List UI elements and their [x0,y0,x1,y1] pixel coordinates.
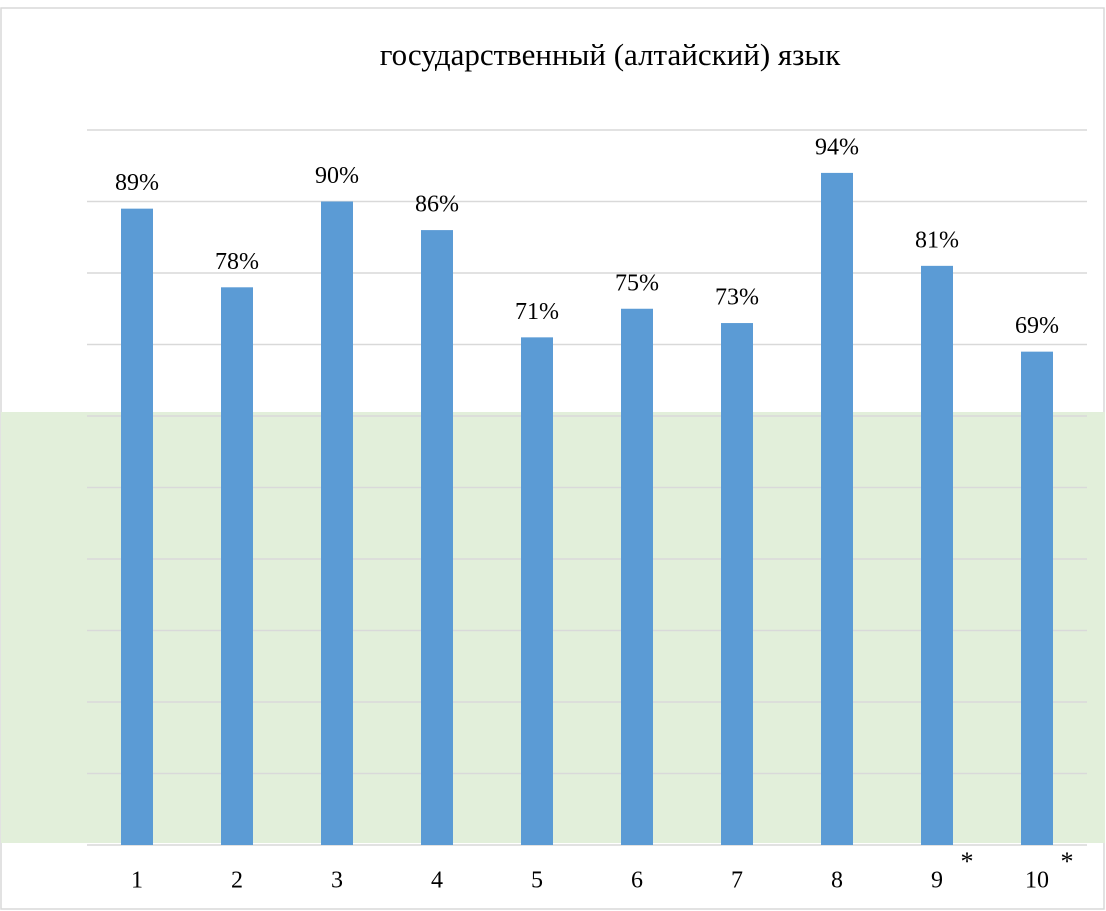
x-tick-label: 4 [431,868,443,894]
data-label: 89% [115,170,159,196]
chart-title: государственный (алтайский) язык [380,37,842,72]
bar [621,308,653,845]
bar [321,201,353,845]
data-label: 75% [615,270,659,296]
data-label: 78% [215,249,259,275]
annotation: * [1061,847,1074,876]
data-label: 73% [715,285,759,311]
bar [521,337,553,845]
bar [721,323,753,845]
data-label: 71% [515,299,559,325]
x-tick-label: 5 [531,868,543,894]
x-tick-label: 9 [931,868,943,894]
data-label: 90% [315,163,359,189]
x-tick-label: 10 [1025,868,1049,894]
bar [1021,351,1053,845]
x-tick-label: 1 [131,868,143,894]
bar [221,287,253,845]
x-tick-label: 2 [231,868,243,894]
x-tick-label: 3 [331,868,343,894]
x-tick-label: 6 [631,868,643,894]
annotation: * [961,847,974,876]
data-label: 86% [415,192,459,218]
x-tick-label: 7 [731,868,743,894]
bar [821,172,853,845]
data-label: 81% [915,227,959,253]
bar [121,208,153,845]
x-tick-label: 8 [831,868,843,894]
bar [421,230,453,846]
bar [921,265,953,846]
data-label: 94% [815,134,859,160]
data-label: 69% [1015,313,1059,339]
